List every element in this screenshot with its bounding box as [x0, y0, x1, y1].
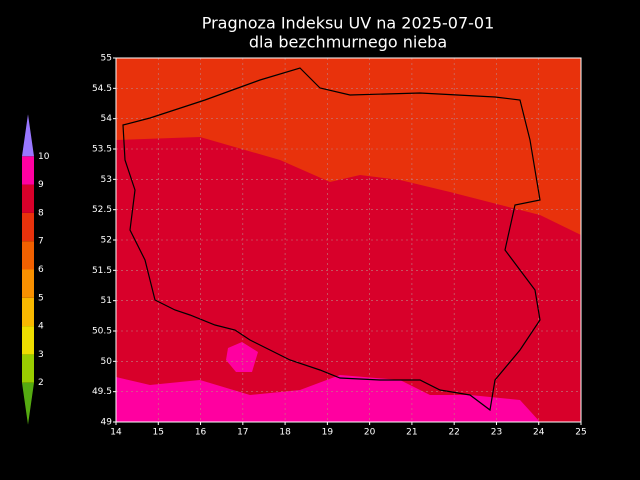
x-tick-label: 16 [195, 428, 207, 438]
x-tick-label: 17 [237, 428, 248, 438]
x-tick-label: 15 [153, 428, 164, 438]
colorbar-segment [22, 241, 34, 270]
y-tick-label: 50.5 [92, 327, 112, 337]
x-tick-label: 22 [448, 428, 459, 438]
y-tick-label: 51 [101, 296, 112, 306]
x-tick-label: 19 [322, 428, 334, 438]
colorbar-segment [22, 297, 34, 327]
colorbar-segment [22, 212, 34, 242]
colorbar-label: 3 [38, 350, 44, 360]
colorbar-arrow-low [22, 382, 34, 425]
region-uv-9-spot [226, 342, 258, 372]
country-border [122, 67, 541, 412]
colorbar-segment [22, 156, 34, 185]
map-subtitle: dla bezchmurnego nieba [249, 33, 447, 52]
y-tick-label: 52.5 [92, 205, 112, 215]
x-tick-label: 21 [406, 428, 417, 438]
colorbar-label: 9 [38, 180, 44, 190]
x-tick-label: 25 [575, 428, 586, 438]
colorbar-label: 10 [38, 152, 50, 162]
colorbar-label: 8 [38, 208, 44, 218]
y-tick-label: 49 [101, 418, 113, 428]
colorbar-segment [22, 184, 34, 213]
colorbar-segment [22, 269, 34, 298]
colorbar: 2 3 4 5 6 7 8 9 10 [22, 114, 50, 425]
map-title: Pragnoza Indeksu UV na 2025-07-01 [202, 14, 495, 33]
colorbar-label: 4 [38, 322, 44, 332]
y-tick-label: 55 [101, 54, 112, 64]
x-tick-label: 14 [110, 428, 122, 438]
x-tick-label: 20 [364, 428, 376, 438]
y-tick-label: 50 [101, 357, 113, 367]
region-uv-7 [116, 58, 581, 235]
colorbar-label: 2 [38, 378, 44, 388]
colorbar-segment [22, 326, 34, 355]
y-tick-label: 51.5 [92, 266, 112, 276]
colorbar-label: 6 [38, 265, 44, 275]
y-tick-label: 53.5 [92, 145, 112, 155]
colorbar-segment [22, 354, 34, 383]
x-tick-label: 18 [279, 428, 291, 438]
colorbar-label: 7 [38, 237, 44, 247]
y-tick-label: 54 [101, 114, 113, 124]
y-tick-label: 54.5 [92, 84, 112, 94]
region-uv-9 [116, 375, 540, 422]
y-tick-label: 53 [101, 175, 112, 185]
uv-regions [116, 58, 581, 422]
x-tick-label: 23 [491, 428, 502, 438]
y-tick-label: 52 [101, 236, 112, 246]
colorbar-label: 5 [38, 293, 44, 303]
colorbar-arrow-high [22, 114, 34, 157]
axis-ticks: 14 15 16 17 18 19 20 21 22 23 24 25 49 49.5 50 50.5 51 51… [92, 54, 587, 438]
x-tick-label: 24 [533, 428, 545, 438]
y-tick-label: 49.5 [92, 387, 112, 397]
